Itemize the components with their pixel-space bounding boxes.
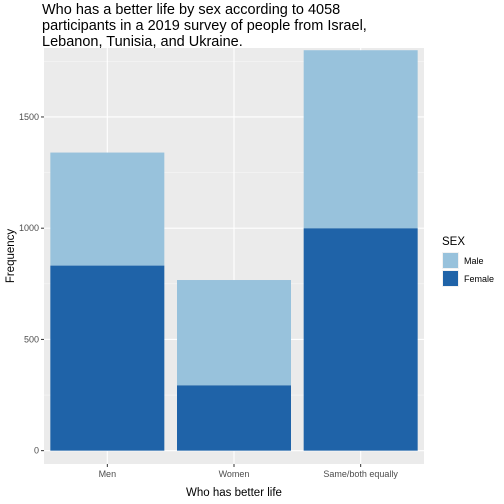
legend: SEX Male Female — [442, 236, 494, 287]
chart-title-line: Lebanon, Tunisia, and Ukraine. — [42, 34, 243, 50]
bar-male-0 — [50, 152, 165, 266]
chart-title-line: Who has a better life by sex according t… — [42, 2, 340, 18]
legend-title: SEX — [442, 236, 465, 248]
x-tick-label: Women — [219, 469, 250, 479]
chart-title: Who has a better life by sex according t… — [42, 2, 367, 50]
bar-female-2 — [303, 228, 418, 451]
y-axis-title: Frequency — [5, 229, 17, 284]
chart-title-line: participants in a 2019 survey of people … — [42, 18, 367, 34]
bar-male-2 — [303, 50, 418, 229]
bar-female-0 — [50, 265, 165, 451]
x-tick-label: Men — [99, 469, 117, 479]
x-axis-title: Who has better life — [186, 487, 282, 499]
legend-key-female — [443, 271, 458, 286]
legend-key-male — [443, 253, 458, 268]
y-tick-label: 500 — [24, 334, 39, 344]
legend-label-female: Female — [464, 274, 494, 284]
y-tick-label: 1000 — [19, 223, 39, 233]
bars — [50, 50, 418, 451]
x-axis: Men Women Same/both equally — [99, 464, 398, 479]
y-tick-label: 1500 — [19, 112, 39, 122]
bar-female-1 — [177, 385, 291, 451]
bar-male-1 — [177, 280, 291, 386]
legend-label-male: Male — [464, 256, 484, 266]
y-axis: 0 500 1000 1500 — [19, 112, 44, 456]
x-tick-label: Same/both equally — [323, 469, 398, 479]
y-tick-label: 0 — [34, 446, 39, 456]
